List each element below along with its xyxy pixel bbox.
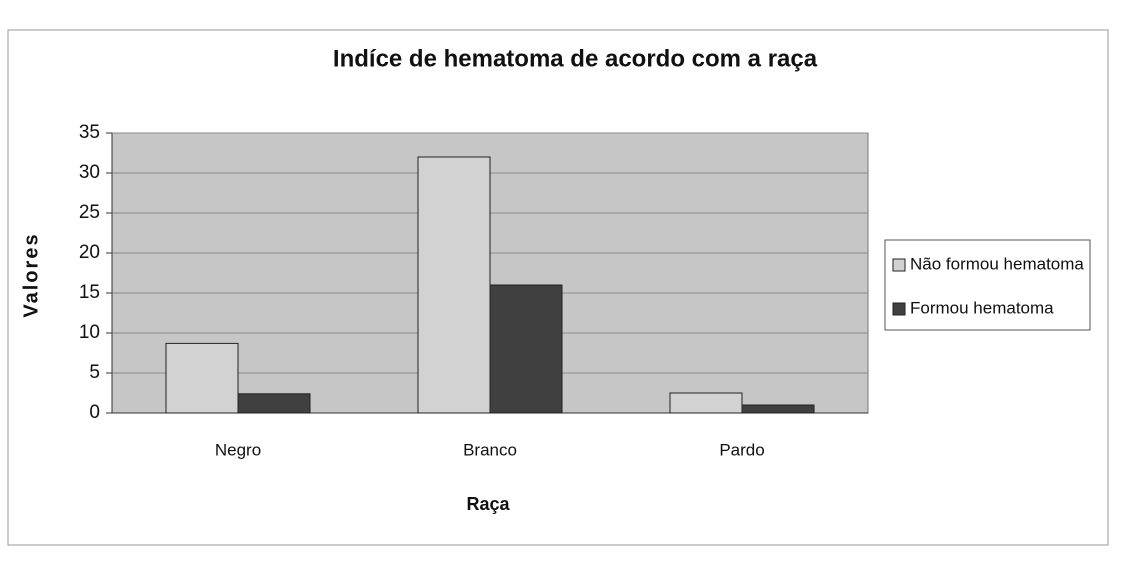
chart-title: Indíce de hematoma de acordo com a raça: [333, 45, 818, 72]
bar: [669, 392, 743, 414]
plot-area: 0 5 10 15 20 25 30 35 Negro Branco Pardo: [79, 122, 869, 459]
bar: [165, 342, 239, 414]
legend-swatch: [892, 258, 906, 272]
legend-swatch: [892, 302, 906, 316]
bar: [417, 156, 491, 414]
y-tick-label: 25: [79, 202, 100, 223]
y-tick-label: 30: [79, 162, 100, 183]
legend-label: Formou hematoma: [910, 298, 1054, 317]
y-tick-label: 35: [79, 122, 100, 143]
y-tick-label: 10: [79, 322, 100, 343]
y-tick-label: 15: [79, 282, 100, 303]
x-tick-label: Pardo: [719, 440, 764, 459]
y-tick-label: 20: [79, 242, 100, 263]
x-axis-label: Raça: [466, 494, 510, 514]
x-tick-label: Negro: [215, 440, 261, 459]
legend: Não formou hematoma Formou hematoma: [884, 239, 1091, 331]
legend-label: Não formou hematoma: [910, 254, 1084, 273]
y-tick-label: 0: [89, 402, 100, 423]
x-tick-label: Branco: [463, 440, 517, 459]
legend-box: [884, 239, 1091, 331]
bar: [237, 393, 311, 414]
bar: [489, 284, 563, 414]
y-tick-label: 5: [89, 362, 100, 383]
y-axis-label: Valores: [20, 232, 42, 317]
bar: [741, 404, 815, 414]
